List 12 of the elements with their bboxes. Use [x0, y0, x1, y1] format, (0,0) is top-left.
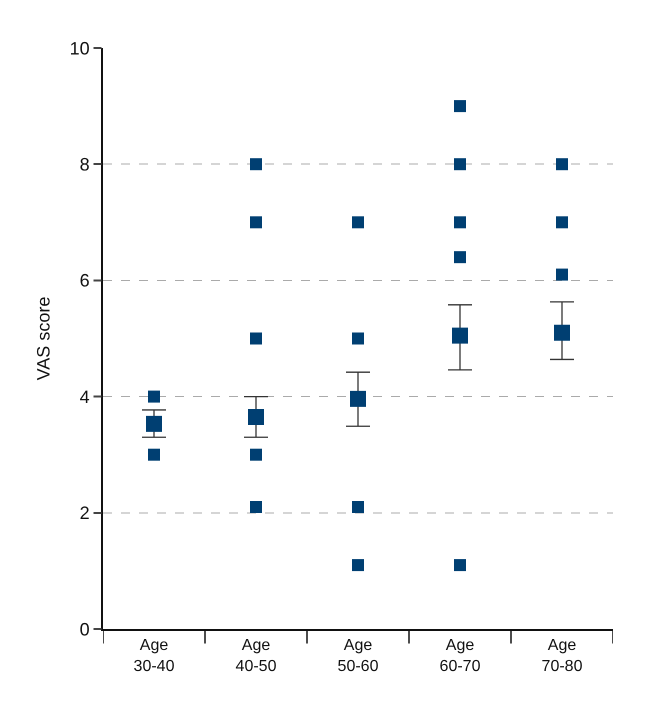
x-tick-label: Age 70-80: [542, 636, 583, 675]
y-tick-label: 4: [80, 386, 90, 407]
y-axis-title: VAS score: [33, 296, 54, 380]
x-tick-label: Age 60-70: [440, 636, 481, 675]
y-tick-label: 0: [80, 619, 90, 640]
x-tick-label: Age 50-60: [338, 636, 379, 675]
y-tick-label: 6: [80, 270, 90, 291]
y-tick-label: 10: [70, 38, 90, 58]
y-tick-label: 2: [80, 503, 90, 524]
x-tick-label: Age 30-40: [134, 636, 175, 675]
y-tick-label: 8: [80, 154, 90, 174]
x-tick-label: Age 40-50: [236, 636, 277, 675]
